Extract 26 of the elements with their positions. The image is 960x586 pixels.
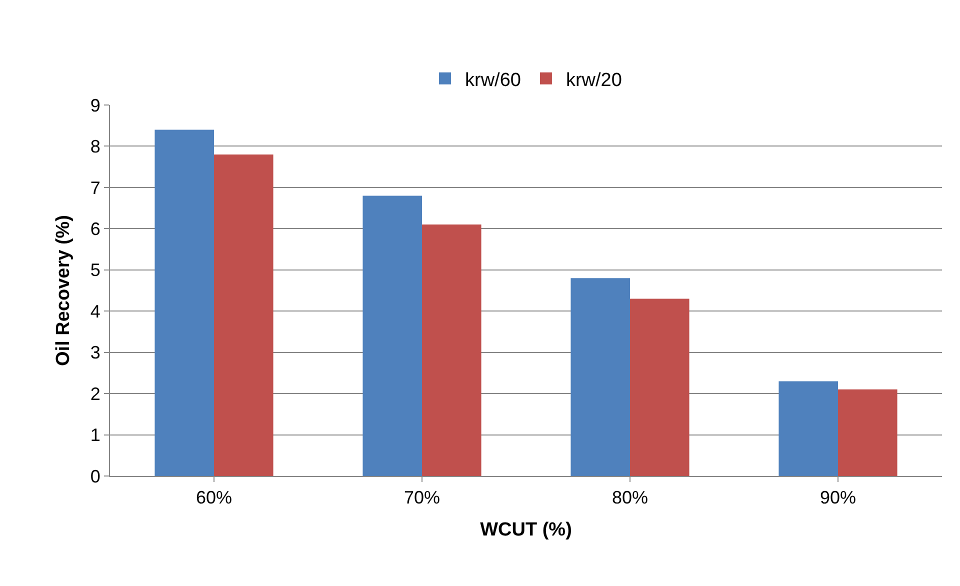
bar [362,196,422,476]
y-tick-label: 5 [90,260,100,280]
x-tick-label: 70% [404,488,440,508]
x-axis-title: WCUT (%) [480,519,572,540]
y-tick-label: 7 [90,178,100,198]
y-tick-label: 4 [90,301,100,322]
y-tick-label: 8 [90,136,100,157]
y-tick-label: 2 [90,384,100,404]
x-tick-label: 90% [820,488,856,508]
bar [630,298,690,476]
bar [214,154,274,476]
y-tick-label: 0 [90,466,100,486]
legend-label: krw/20 [566,70,622,91]
y-tick-label: 6 [90,218,100,239]
bar [838,389,898,476]
legend-label: krw/60 [465,70,521,91]
y-tick-label: 9 [90,95,100,116]
x-tick-label: 60% [196,488,232,508]
bar [570,278,630,476]
bar [778,381,838,476]
y-axis-title: Oil Recovery (%) [53,215,74,366]
y-tick-label: 1 [90,425,100,446]
bar [154,130,214,476]
bar [422,224,482,476]
y-tick-label: 3 [90,342,100,363]
x-tick-label: 80% [612,488,648,508]
